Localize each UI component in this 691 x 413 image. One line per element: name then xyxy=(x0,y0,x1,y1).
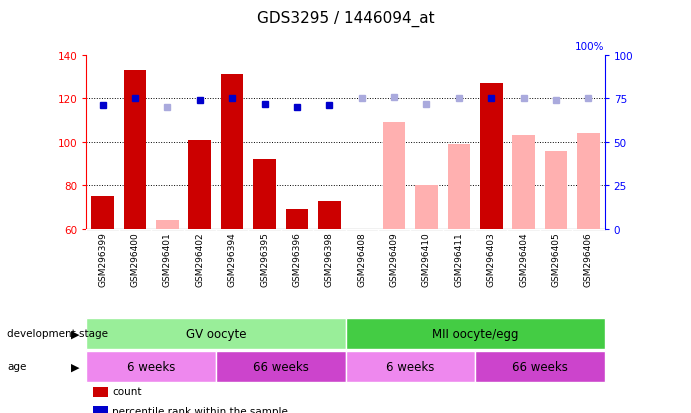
Bar xyxy=(156,221,179,229)
Bar xyxy=(475,351,605,382)
Text: GSM296405: GSM296405 xyxy=(551,232,560,287)
Text: GDS3295 / 1446094_at: GDS3295 / 1446094_at xyxy=(256,10,435,26)
Bar xyxy=(86,351,216,382)
Text: GSM296394: GSM296394 xyxy=(227,232,236,287)
Bar xyxy=(285,210,308,229)
Text: GSM296396: GSM296396 xyxy=(292,232,301,287)
Text: GSM296410: GSM296410 xyxy=(422,232,431,287)
Text: 66 weeks: 66 weeks xyxy=(253,360,309,373)
Bar xyxy=(189,140,211,229)
Text: GSM296409: GSM296409 xyxy=(390,232,399,287)
Text: GSM296404: GSM296404 xyxy=(519,232,528,286)
Text: count: count xyxy=(112,387,142,396)
Text: GSM296411: GSM296411 xyxy=(455,232,464,287)
Bar xyxy=(91,197,114,229)
Text: GV oocyte: GV oocyte xyxy=(186,327,246,340)
Text: 100%: 100% xyxy=(575,42,605,52)
Bar xyxy=(545,151,567,229)
Text: 6 weeks: 6 weeks xyxy=(386,360,435,373)
Bar xyxy=(253,160,276,229)
Text: GSM296399: GSM296399 xyxy=(98,232,107,287)
Bar xyxy=(346,318,605,349)
Bar xyxy=(577,134,600,229)
Text: development stage: development stage xyxy=(7,328,108,339)
Bar xyxy=(216,351,346,382)
Text: percentile rank within the sample: percentile rank within the sample xyxy=(112,406,288,413)
Bar xyxy=(318,201,341,229)
Text: GSM296395: GSM296395 xyxy=(260,232,269,287)
Text: 66 weeks: 66 weeks xyxy=(512,360,568,373)
Bar xyxy=(448,145,470,229)
Bar xyxy=(383,123,406,229)
Text: GSM296401: GSM296401 xyxy=(163,232,172,287)
Text: ▶: ▶ xyxy=(71,361,79,372)
Bar xyxy=(512,136,535,229)
Bar xyxy=(480,84,502,229)
Text: GSM296406: GSM296406 xyxy=(584,232,593,287)
Text: GSM296400: GSM296400 xyxy=(131,232,140,287)
Bar xyxy=(86,318,346,349)
Text: 6 weeks: 6 weeks xyxy=(127,360,176,373)
Bar xyxy=(124,71,146,229)
Text: ▶: ▶ xyxy=(71,328,79,339)
Text: age: age xyxy=(7,361,26,372)
Text: MII oocyte/egg: MII oocyte/egg xyxy=(432,327,518,340)
Bar xyxy=(415,186,438,229)
Text: GSM296408: GSM296408 xyxy=(357,232,366,287)
Text: GSM296402: GSM296402 xyxy=(196,232,205,286)
Bar xyxy=(221,75,243,229)
Text: GSM296398: GSM296398 xyxy=(325,232,334,287)
Bar xyxy=(346,351,475,382)
Text: GSM296403: GSM296403 xyxy=(486,232,495,287)
